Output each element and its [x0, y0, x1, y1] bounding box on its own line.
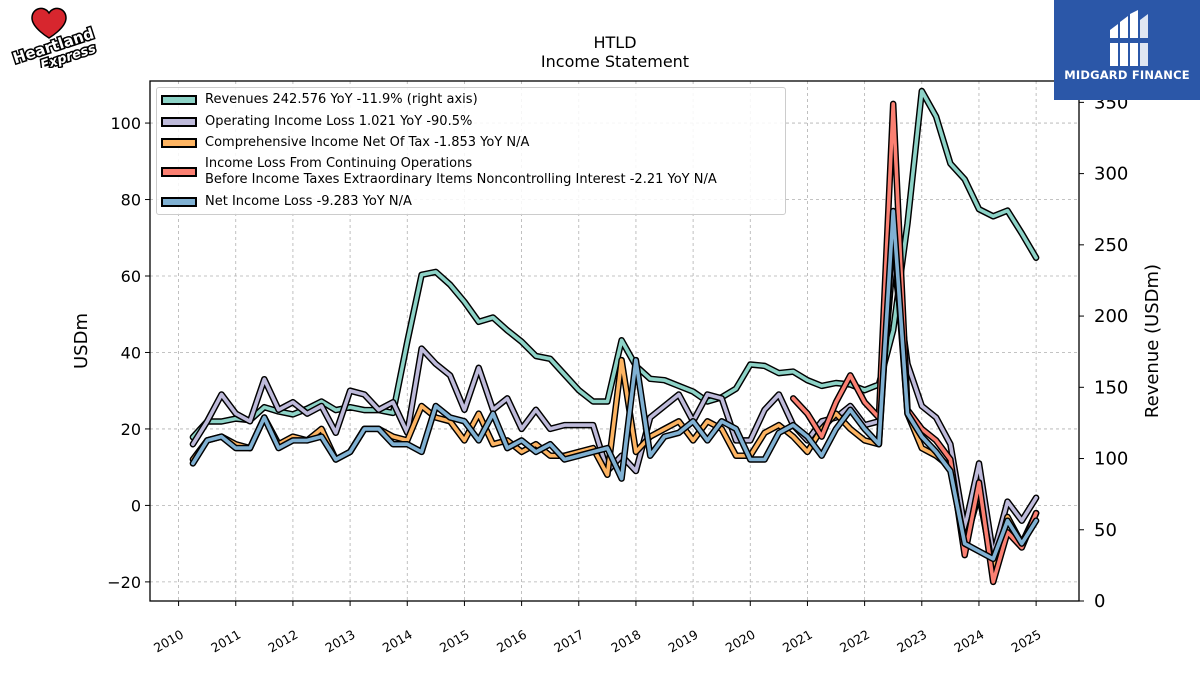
x-tick-label: 2018	[608, 627, 643, 656]
x-tick-label: 2022	[837, 627, 872, 656]
legend-item-comprehensive-income: Comprehensive Income Net Of Tax -1.853 Y…	[161, 135, 529, 151]
x-tick-label: 2025	[1009, 627, 1044, 656]
x-tick-label: 2010	[151, 627, 186, 656]
x-tick-label: 2013	[323, 627, 358, 656]
y-tick-label: 20	[121, 420, 141, 439]
x-tick-label: 2021	[780, 627, 815, 656]
legend-item-operating-income: Operating Income Loss 1.021 YoY -90.5%	[161, 114, 472, 130]
chart-title: HTLD	[593, 33, 636, 52]
legend-label: Operating Income Loss 1.021 YoY -90.5%	[205, 114, 473, 129]
x-tick-label: 2016	[494, 627, 529, 656]
legend-item-net-income: Net Income Loss -9.283 YoY N/A	[161, 194, 412, 210]
x-tick-label: 2017	[551, 627, 586, 656]
legend-label: Comprehensive Income Net Of Tax -1.853 Y…	[205, 135, 530, 150]
y-right-tick-label: 50	[1094, 520, 1117, 541]
legend-swatch	[161, 117, 197, 127]
plot-lines	[189, 87, 1040, 586]
publisher-name: MIDGARD FINANCE	[1064, 68, 1190, 82]
y-tick-label: −20	[107, 573, 141, 592]
x-tick-label: 2023	[894, 627, 929, 656]
legend-swatch	[161, 197, 197, 207]
x-tick-label: 2014	[380, 627, 415, 656]
y-right-tick-label: 200	[1094, 306, 1128, 327]
series-line	[191, 89, 1038, 440]
publisher-badge: MIDGARD FINANCE	[1054, 0, 1200, 100]
left-axis: −20 0 20 40 60 80 100	[107, 114, 150, 592]
x-tick-label: 2019	[666, 627, 701, 656]
legend-item-pretax-income: Income Loss From Continuing Operations B…	[161, 156, 717, 188]
x-tick-label: 2011	[208, 627, 243, 656]
chart-subtitle: Income Statement	[541, 52, 689, 71]
legend-item-revenues: Revenues 242.576 YoY -11.9% (right axis)	[161, 92, 478, 108]
heartland-express-logo: Heartland Express	[9, 7, 100, 68]
y-right-tick-label: 250	[1094, 235, 1128, 256]
x-tick-label: 2015	[437, 627, 472, 656]
y-tick-label: 80	[121, 191, 141, 210]
y-right-tick-label: 300	[1094, 164, 1128, 185]
legend-label: Income Loss From Continuing Operations B…	[205, 156, 717, 187]
y-axis-label: USDm	[71, 313, 92, 369]
midgard-logo-icon	[1108, 10, 1148, 66]
legend-swatch	[161, 138, 197, 148]
y-right-tick-label: 150	[1094, 377, 1128, 398]
y-right-tick-label: 100	[1094, 449, 1128, 470]
y-tick-label: 60	[121, 267, 141, 286]
series-0	[189, 87, 1040, 441]
y-axis-right-label: Revenue (USDm)	[1142, 264, 1163, 418]
chart-legend: Revenues 242.576 YoY -11.9% (right axis)…	[156, 87, 786, 215]
x-tick-label: 2012	[265, 627, 300, 656]
y-tick-label: 0	[131, 496, 141, 515]
x-tick-label: 2024	[951, 627, 986, 656]
legend-swatch	[161, 95, 197, 105]
x-axis: 2010 2011 2012 2013 2014 2015 2016 2017 2018 2019…	[151, 601, 1044, 656]
plot-frame	[149, 80, 1080, 602]
y-tick-label: 40	[121, 343, 141, 362]
y-tick-label: 100	[110, 114, 141, 133]
series-line	[191, 209, 1038, 561]
series-4	[189, 207, 1040, 563]
legend-label: Net Income Loss -9.283 YoY N/A	[205, 194, 412, 209]
heart-icon	[31, 7, 67, 39]
legend-label: Revenues 242.576 YoY -11.9% (right axis)	[205, 92, 478, 107]
legend-swatch	[161, 167, 197, 177]
x-tick-label: 2020	[723, 627, 758, 656]
y-right-tick-label: 0	[1094, 591, 1105, 612]
